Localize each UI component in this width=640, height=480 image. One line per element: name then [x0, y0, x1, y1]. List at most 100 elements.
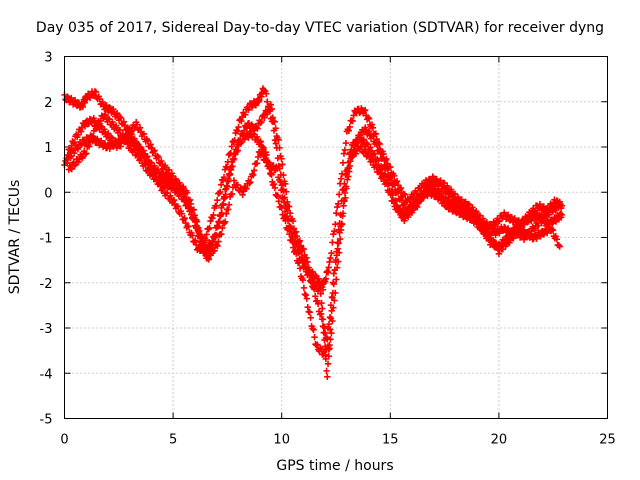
data-point — [306, 271, 313, 278]
data-point — [148, 168, 156, 176]
data-point — [296, 237, 303, 245]
data-point — [214, 223, 222, 230]
data-point — [403, 211, 410, 218]
data-point — [135, 141, 142, 148]
data-point — [321, 336, 328, 344]
data-point — [340, 150, 348, 157]
data-point — [443, 200, 450, 207]
data-point — [295, 249, 302, 257]
data-point — [169, 181, 177, 189]
data-point — [68, 165, 75, 173]
data-point — [249, 171, 256, 178]
series-4 — [65, 111, 563, 381]
data-point — [321, 343, 329, 350]
data-point — [77, 128, 85, 135]
data-point — [469, 204, 476, 211]
data-point — [141, 161, 149, 168]
data-point — [447, 186, 455, 193]
data-point — [239, 191, 246, 199]
data-point — [352, 150, 360, 157]
data-point — [278, 155, 285, 162]
data-point — [219, 201, 227, 209]
data-point — [120, 118, 128, 126]
data-point — [233, 148, 240, 156]
data-point — [225, 201, 233, 208]
data-point — [279, 195, 287, 202]
data-point — [215, 238, 222, 245]
data-point — [226, 172, 233, 179]
data-point — [363, 139, 370, 147]
data-point — [147, 141, 154, 148]
data-point — [465, 200, 472, 208]
data-point — [250, 167, 258, 174]
data-point — [214, 242, 221, 250]
data-point — [343, 185, 350, 192]
data-point — [134, 149, 141, 156]
data-point — [379, 172, 387, 180]
data-point — [78, 153, 85, 161]
data-point — [510, 235, 517, 242]
data-point — [264, 98, 271, 105]
data-point — [93, 124, 101, 132]
data-point — [533, 235, 540, 242]
data-point — [215, 218, 223, 225]
data-point — [377, 150, 384, 158]
data-point — [280, 171, 287, 179]
data-point — [259, 151, 267, 158]
data-point — [549, 226, 557, 234]
data-point — [206, 224, 213, 232]
data-point — [307, 314, 314, 321]
series-3 — [63, 101, 566, 353]
data-point — [325, 320, 333, 328]
data-point — [335, 240, 342, 247]
x-tick-label: 10 — [273, 433, 290, 448]
data-point — [331, 227, 338, 235]
data-point — [493, 242, 501, 249]
data-point — [183, 200, 190, 208]
data-point — [345, 127, 352, 134]
data-point — [210, 211, 217, 219]
data-point — [331, 266, 338, 274]
data-point — [378, 173, 386, 181]
data-point — [139, 147, 146, 154]
data-point — [487, 231, 494, 239]
data-point — [104, 130, 112, 137]
data-point — [269, 114, 276, 121]
data-point — [483, 227, 490, 234]
data-point — [397, 194, 405, 201]
data-point — [247, 178, 254, 186]
data-point — [548, 226, 556, 233]
data-point — [327, 254, 334, 262]
data-point — [158, 157, 165, 165]
data-point — [242, 184, 249, 192]
data-point — [316, 285, 324, 292]
data-point — [213, 241, 220, 249]
data-point — [262, 154, 269, 162]
data-point — [388, 177, 395, 184]
data-point — [221, 194, 228, 202]
data-point — [191, 214, 198, 222]
data-point — [349, 117, 356, 125]
data-point — [112, 111, 120, 118]
x-axis-label: GPS time / hours — [276, 458, 393, 474]
data-point — [386, 187, 394, 194]
data-point — [501, 223, 508, 231]
data-point — [280, 199, 288, 206]
data-point — [172, 175, 179, 183]
y-tick-label: 0 — [44, 186, 52, 201]
data-point — [329, 279, 337, 286]
data-point — [320, 329, 327, 336]
data-point — [330, 270, 338, 277]
data-point — [64, 151, 71, 159]
data-point — [440, 197, 448, 204]
plot-frame — [64, 56, 608, 419]
data-point — [138, 154, 145, 162]
data-point — [106, 104, 113, 111]
data-point — [116, 113, 124, 121]
data-point — [281, 208, 289, 215]
data-point — [128, 128, 135, 136]
data-point — [346, 123, 353, 131]
data-point — [303, 295, 310, 302]
data-point — [85, 143, 93, 150]
data-point — [325, 264, 332, 271]
